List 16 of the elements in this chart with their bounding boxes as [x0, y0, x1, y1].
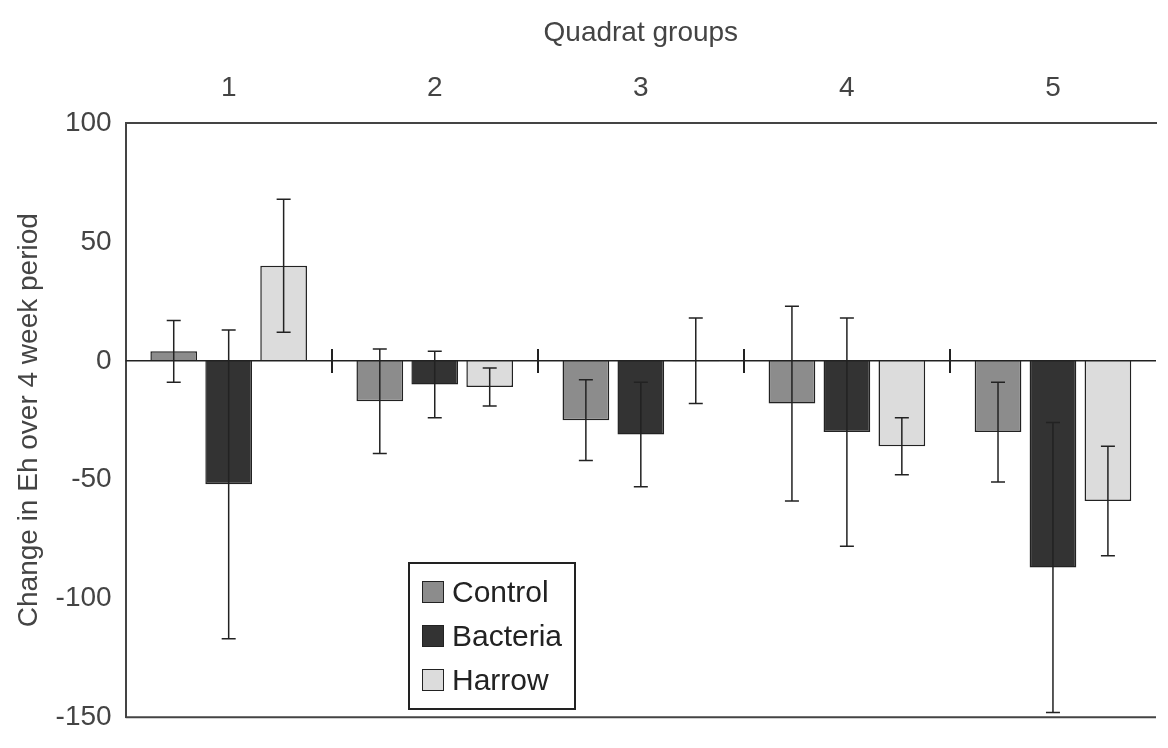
x-tick-label: 5: [1045, 71, 1061, 103]
x-tick-label: 3: [633, 71, 649, 103]
legend-label: Bacteria: [452, 618, 563, 654]
y-tick-label: 0: [96, 343, 112, 375]
y-tick-label: -150: [55, 699, 112, 731]
x-axis-title: Quadrat groups: [543, 15, 739, 47]
y-tick-label: -100: [55, 581, 112, 613]
x-tick-label: 4: [839, 71, 855, 103]
x-tick-label: 1: [220, 71, 237, 103]
y-tick-label: 50: [80, 224, 112, 256]
y-tick-label: 100: [64, 105, 112, 137]
y-tick-label: -50: [71, 462, 112, 494]
legend-label: Harrow: [452, 662, 549, 698]
x-tick-label: 2: [426, 71, 443, 103]
y-axis-title: Change in Eh over 4 week period: [11, 213, 43, 628]
legend-label: Control: [452, 574, 549, 610]
